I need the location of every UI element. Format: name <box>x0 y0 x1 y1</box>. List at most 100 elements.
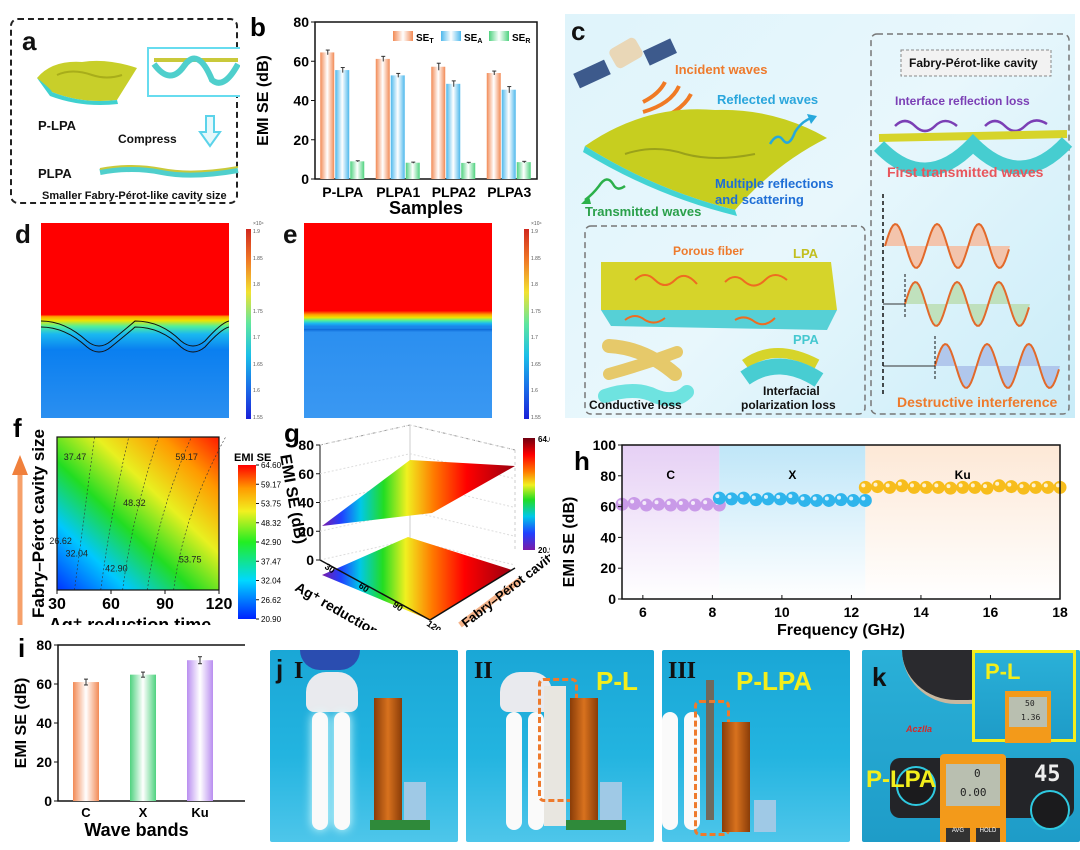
data-point-X <box>822 493 836 507</box>
colorbar-tick-label: 1.9 <box>531 229 538 235</box>
data-point-X <box>858 493 872 507</box>
colorbar-tick-label: 1.85 <box>531 255 541 262</box>
data-point-Ku <box>931 480 945 494</box>
lamp-tube <box>506 712 522 830</box>
point-highlight <box>751 495 756 500</box>
circuit-board <box>370 820 430 830</box>
data-point-Ku <box>992 479 1006 493</box>
data-point-Ku <box>871 480 884 494</box>
photo-j-2: II P-L <box>466 650 654 842</box>
colorbar-tick-label: 1.75 <box>531 308 541 315</box>
interface-reflection-loss-label: Interface reflection loss <box>895 94 1030 108</box>
panel-label-g: g <box>284 420 300 448</box>
band-Ku <box>865 445 1060 599</box>
point-highlight <box>727 494 732 499</box>
colorbar-exponent: ×10⁴ <box>531 221 542 227</box>
porous-fiber-label: Porous fiber <box>673 244 744 258</box>
colorbar <box>238 465 256 619</box>
panel-e: e ×10⁴ 1.9 1.85 1.8 1.75 1.7 1.65 1.6 1.55 <box>280 215 550 421</box>
legend-swatch <box>393 31 413 41</box>
colorbar-d-ticks: ×10⁴ 1.9 1.85 1.8 1.75 1.7 1.65 1.6 1.55 <box>253 221 279 423</box>
meter-button-avg[interactable]: AVG <box>946 828 970 842</box>
data-point-X <box>761 492 775 506</box>
y-tick-label: 40 <box>36 715 52 731</box>
panel-label-d: d <box>15 219 31 249</box>
x-tick-label: 14 <box>913 604 929 620</box>
panel-b: b 0 20 40 60 80 EMI SE (dB) Samples P-LPA PLPA1 PL… <box>240 0 540 220</box>
x-tick-label: C <box>81 805 91 820</box>
data-point-C <box>688 498 702 512</box>
data-point-Ku <box>907 480 921 494</box>
meter-screen: 0 0.00 <box>946 764 1000 806</box>
data-point-Ku <box>919 480 933 494</box>
point-highlight <box>824 496 829 501</box>
bar-C <box>73 682 99 801</box>
point-highlight <box>970 483 975 488</box>
legend-swatch <box>441 31 461 41</box>
photo-k: k Aczlla 45 0 0.00 AVG HOLD P-LPA P-L 50… <box>862 650 1080 842</box>
colorbar-tick-label: 64.60 <box>261 461 282 470</box>
x-tick-label: 18 <box>1052 604 1068 620</box>
band-label: X <box>788 468 796 482</box>
y-tick-label: 80 <box>36 637 52 653</box>
point-highlight <box>703 500 708 505</box>
inset-meter: 50 1.36 <box>1005 691 1051 743</box>
photo-j-3-roman: III <box>668 658 697 684</box>
point-highlight <box>1007 482 1012 487</box>
meter-button-hold[interactable]: HOLD <box>976 828 1000 842</box>
heat-sink <box>404 782 426 822</box>
x-tick-label: PLPA2 <box>432 184 476 200</box>
display-number: 45 <box>1034 762 1061 787</box>
y-axis-label: Fabry–Pérot cavity size <box>29 429 48 618</box>
panel-j: j I II P-L III P-LPA <box>270 650 850 845</box>
point-highlight <box>764 494 768 499</box>
y-tick-label: 60 <box>36 676 52 692</box>
lamp-base <box>306 672 358 712</box>
y-tick-label: 40 <box>293 93 309 109</box>
contour-label: 59.17 <box>175 452 198 462</box>
data-point-Ku <box>1029 480 1043 494</box>
contour-line <box>74 436 95 591</box>
tesla-coil <box>570 698 598 822</box>
x-tick-label: 30 <box>48 596 66 613</box>
inset-reading-bottom: 1.36 <box>1021 713 1041 722</box>
contour-label: 48.32 <box>123 498 146 508</box>
point-highlight <box>934 483 939 488</box>
panel-d: d ×10⁴ 1.9 1.85 1.8 1.75 1.7 1.65 1.6 1.55 <box>0 215 280 421</box>
polarization-loss-label: polarization loss <box>741 398 836 412</box>
x-tick-label: P-LPA <box>322 184 363 200</box>
data-point-Ku <box>1041 480 1055 494</box>
cavity-size-arrow <box>458 577 522 628</box>
data-point-X <box>810 493 824 507</box>
knob-right <box>1030 790 1070 830</box>
colorbar-tick-label: 1.65 <box>253 361 263 368</box>
wave-fill-0 <box>885 224 1010 268</box>
colorbar-title: EMI SE <box>234 452 271 464</box>
incident-waves-label: Incident waves <box>675 62 768 77</box>
plot-frame <box>621 444 1061 600</box>
x-axis-label: Samples <box>389 198 463 218</box>
point-highlight <box>861 496 866 501</box>
bar-T-PLPA1 <box>375 58 390 179</box>
point-highlight <box>800 496 805 501</box>
x-tick-label: 120 <box>206 596 233 613</box>
contour-line <box>173 436 226 591</box>
y-tick-label: 0 <box>44 793 52 809</box>
panel-h: h C X Ku 0 20 40 60 80 100 6 8 10 12 14 16 18 Frequency (… <box>550 425 1080 640</box>
main-tag-p-lpa: P-LPA <box>866 766 937 793</box>
colorbar-tick-label: 59.17 <box>261 480 282 489</box>
point-highlight <box>885 483 890 488</box>
colorbar-e <box>524 229 529 419</box>
point-highlight <box>678 501 683 506</box>
contour-label: 26.62 <box>49 536 72 546</box>
colorbar-e-ticks: ×10⁴ 1.9 1.85 1.8 1.75 1.7 1.65 1.6 1.55 <box>531 221 553 423</box>
data-point-X <box>749 493 763 507</box>
data-point-X <box>725 492 738 506</box>
data-point-C <box>700 497 714 511</box>
data-point-Ku <box>980 481 994 495</box>
lpa-label: LPA <box>793 246 819 261</box>
colorbar-tick-label: 32.04 <box>261 577 282 586</box>
colorbar-tick-label: 1.6 <box>531 388 538 395</box>
